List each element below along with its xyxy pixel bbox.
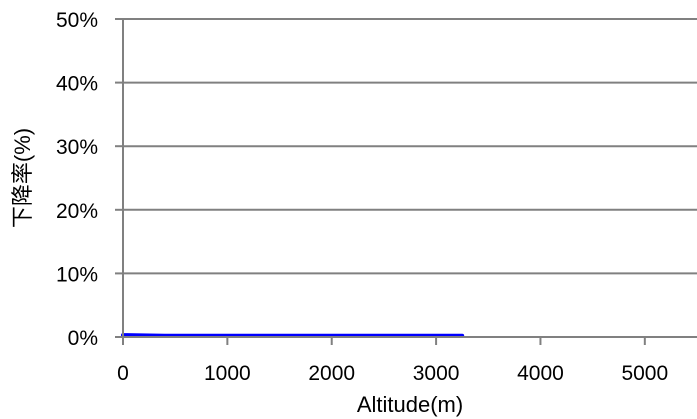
y-tick-label: 10%	[56, 263, 98, 286]
y-tick-label: 40%	[56, 73, 98, 96]
y-tick-label: 20%	[56, 200, 98, 223]
series-line-1	[121, 333, 465, 338]
x-tick-label: 0	[117, 362, 129, 385]
axes	[115, 18, 697, 345]
tick-labels: 0% 10% 20% 30% 40% 50% 0 1000 2000 3000 4000 5000	[56, 9, 668, 385]
x-tick-label: 1000	[204, 362, 251, 385]
x-tick-label: 4000	[517, 362, 564, 385]
x-tick-label: 5000	[621, 362, 668, 385]
x-tick-label: 2000	[308, 362, 355, 385]
x-tick-label: 3000	[413, 362, 460, 385]
y-tick-label: 30%	[56, 136, 98, 159]
y-tick-label: 50%	[56, 9, 98, 32]
gridlines	[123, 18, 697, 275]
y-axis-title: 下降率(%)	[10, 128, 35, 228]
x-axis-title: Altitude(m)	[357, 392, 463, 417]
y-tick-label: 0%	[68, 327, 98, 350]
